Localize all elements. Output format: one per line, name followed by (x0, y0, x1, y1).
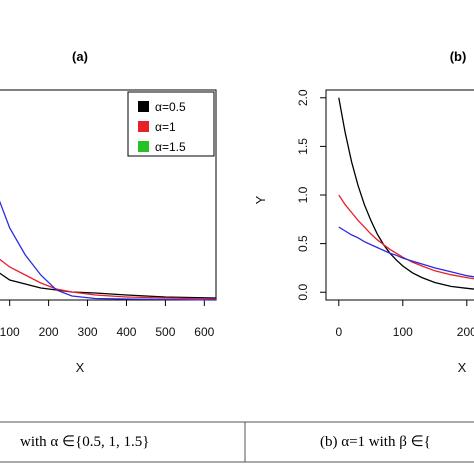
panel-b-series-line-2 (338, 194, 474, 280)
panel-b-title: (b) (450, 49, 467, 64)
panel-a-x-axis: 100 200 300 400 500 600 (0, 300, 215, 339)
panel-a-x-tick-label: 600 (194, 325, 214, 339)
legend-label-alpha-1: α=1 (155, 120, 176, 134)
legend-label-alpha-0.5: α=0.5 (155, 100, 186, 114)
panel-b-y-tick-label: 1.0 (296, 186, 310, 203)
panel-b-y-tick-label: 0.0 (296, 284, 310, 301)
panel-b-lines (338, 97, 474, 290)
panel-b-x-tick-label: 0 (335, 325, 342, 339)
caption-left: with α ∈{0.5, 1, 1.5} (20, 434, 150, 450)
panel-a-series-line-1 (0, 272, 217, 299)
panel-a-x-tick-label: 500 (155, 325, 175, 339)
panel-b: (b) 0.0 0.5 1.0 1.5 2.0 0 100 200 Y X (253, 49, 474, 375)
legend-swatch-alpha-1 (138, 121, 149, 132)
panel-a-series-line-2 (0, 258, 217, 300)
caption-right: (b) α=1 with β ∈{ (320, 434, 431, 450)
legend-swatch-alpha-0.5 (138, 101, 149, 112)
legend-label-alpha-1.5: α=1.5 (155, 140, 186, 154)
panel-b-y-axis: 0.0 0.5 1.0 1.5 2.0 (296, 89, 326, 301)
panel-a-x-tick-label: 400 (116, 325, 136, 339)
panel-b-y-tick-label: 1.5 (296, 138, 310, 155)
panel-b-series-line-3 (338, 226, 474, 278)
panel-b-y-tick-label: 0.5 (296, 235, 310, 252)
panel-b-x-tick-label: 100 (393, 325, 413, 339)
panel-b-x-axis: 0 100 200 (335, 300, 474, 339)
caption-table: with α ∈{0.5, 1, 1.5} (b) α=1 with β ∈{ (0, 421, 474, 463)
panel-a-x-label: X (76, 360, 85, 375)
panel-b-frame (325, 89, 474, 301)
panel-a-frame (0, 89, 217, 301)
panel-b-x-label: X (458, 360, 467, 375)
panel-b-y-label: Y (253, 195, 268, 204)
panel-a-series-line-3 (0, 200, 217, 301)
panel-a-lines (0, 200, 217, 301)
panel-a-x-tick-label: 200 (39, 325, 59, 339)
panel-b-series-line-1 (338, 97, 474, 290)
legend-swatch-alpha-1.5 (138, 141, 149, 152)
panel-a-legend: α=0.5 α=1 α=1.5 (127, 91, 215, 157)
panel-b-y-tick-label: 2.0 (296, 89, 310, 106)
panel-a-x-tick-label: 300 (78, 325, 98, 339)
panel-b-x-tick-label: 200 (457, 325, 474, 339)
panel-a-title: (a) (72, 49, 88, 64)
panel-a: (a) 100 200 300 400 500 600 X α=0.5 α=1 α=1.5 (0, 49, 217, 375)
panel-a-x-tick-label: 100 (0, 325, 20, 339)
